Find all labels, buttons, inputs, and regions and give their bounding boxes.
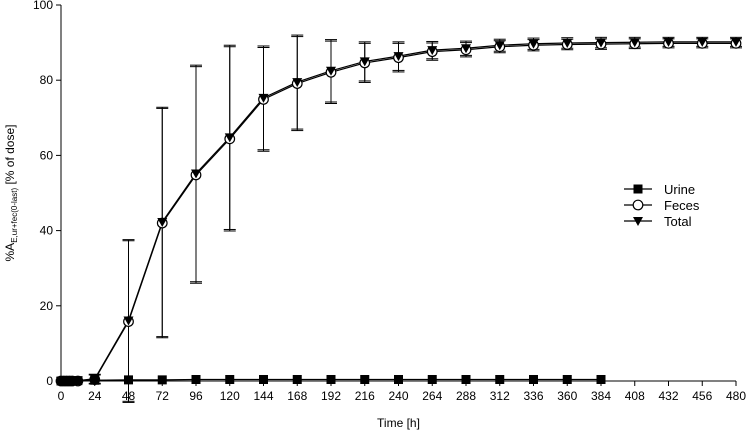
data-point-urine	[90, 375, 100, 385]
data-point-total	[359, 57, 370, 67]
data-point-urine	[495, 374, 505, 384]
data-point-urine	[124, 375, 133, 385]
x-tick-label: 336	[523, 389, 543, 403]
x-tick-label: 456	[692, 389, 712, 403]
data-point-total	[596, 38, 606, 48]
y-axis-title-subscript: E,ur+fec(0-last)	[10, 188, 19, 243]
y-tick-label: 100	[33, 0, 53, 12]
x-tick-label: 96	[189, 389, 203, 403]
data-point-total	[258, 93, 269, 103]
x-tick-label: 480	[726, 389, 746, 403]
x-tick-label: 72	[156, 389, 170, 403]
x-tick-label: 384	[591, 389, 611, 403]
x-tick-label: 312	[490, 389, 510, 403]
data-point-total	[494, 41, 505, 51]
data-point-total	[562, 38, 573, 48]
legend-label-feces: Feces	[664, 198, 700, 213]
x-tick-label: 216	[355, 389, 375, 403]
data-point-urine	[461, 374, 471, 384]
data-point-urine	[394, 374, 403, 384]
y-tick-label: 80	[40, 73, 54, 87]
data-point-urine	[427, 374, 437, 384]
data-point-urine	[529, 374, 538, 384]
legend-marker-urine	[633, 184, 643, 194]
x-tick-label: 360	[557, 389, 577, 403]
data-point-total	[629, 38, 640, 48]
data-point-total	[224, 133, 235, 143]
data-point-total	[461, 44, 471, 54]
data-point-urine	[596, 374, 606, 384]
data-point-total	[326, 66, 336, 76]
data-point-urine	[326, 374, 336, 384]
error-bars	[88, 34, 742, 403]
data-point-urine	[67, 376, 77, 386]
data-point-total	[393, 52, 404, 62]
data-point-urine	[259, 374, 268, 384]
data-point-total	[731, 37, 741, 47]
data-point-total	[292, 78, 303, 88]
data-point-urine	[157, 375, 167, 385]
y-tick-label: 60	[40, 148, 54, 162]
data-point-total	[663, 37, 674, 47]
y-tick-label: 40	[40, 224, 54, 238]
x-tick-label: 240	[388, 389, 408, 403]
legend-marker-total	[633, 217, 643, 226]
data-point-urine	[225, 374, 235, 384]
x-tick-label: 264	[422, 389, 442, 403]
x-tick-label: 288	[456, 389, 476, 403]
data-point-total	[191, 169, 201, 179]
x-tick-label: 408	[625, 389, 645, 403]
y-axis-title-suffix: [% of dose]	[3, 125, 17, 188]
legend-label-total: Total	[664, 214, 692, 229]
data-point-total	[528, 39, 539, 49]
data-point-total	[697, 37, 708, 47]
y-axis-title: %AE,ur+fec(0-last) [% of dose]	[3, 125, 19, 262]
data-point-urine	[562, 374, 572, 384]
x-tick-label: 120	[220, 389, 240, 403]
data-point-urine	[191, 374, 201, 384]
x-tick-label: 24	[88, 389, 102, 403]
data-point-total	[157, 217, 168, 227]
data-point-total	[123, 316, 134, 326]
x-tick-label: 0	[58, 389, 65, 403]
x-tick-label: 192	[321, 389, 341, 403]
y-tick-label: 0	[46, 374, 53, 388]
x-tick-label: 144	[253, 389, 273, 403]
data-point-urine	[360, 374, 370, 384]
x-axis-title: Time [h]	[377, 416, 420, 430]
legend-label-urine: Urine	[664, 182, 695, 197]
data-point-urine	[73, 376, 83, 386]
y-axis-ticks: 0 20 40 60 80 100	[33, 0, 61, 388]
y-axis-title-prefix: %A	[3, 243, 17, 262]
x-tick-label: 168	[287, 389, 307, 403]
data-point-total	[427, 46, 438, 56]
y-tick-label: 20	[40, 299, 54, 313]
x-axis-ticks: 0 24 48 72 96 120 144 168 192 216 240 264 288 312 336 3…	[58, 381, 746, 403]
legend-marker-feces	[632, 199, 644, 211]
x-tick-label: 432	[658, 389, 678, 403]
data-point-urine	[292, 374, 302, 384]
series-markers	[55, 37, 742, 387]
